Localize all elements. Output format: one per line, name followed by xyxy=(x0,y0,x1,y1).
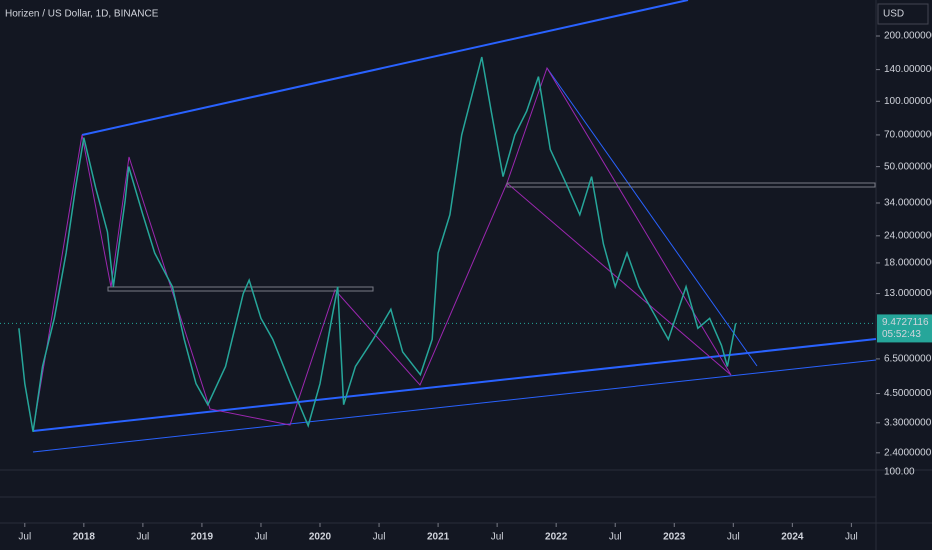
trend-line xyxy=(32,359,877,453)
zone-box xyxy=(107,286,374,292)
x-tick-label: Jul xyxy=(727,532,740,543)
x-tick-label: 2020 xyxy=(309,532,332,543)
y-tick-label: 2.4000000 xyxy=(884,447,932,458)
pattern-line xyxy=(32,66,732,432)
y-tick-label: 100.0000000 xyxy=(884,96,932,107)
price-line xyxy=(18,56,737,432)
y-tick-label: 140.0000000 xyxy=(884,64,932,75)
y-tick-label: 13.0000000 xyxy=(884,288,932,299)
trend-line xyxy=(32,338,877,432)
trend-line xyxy=(546,67,758,367)
x-tick-label: 2021 xyxy=(427,532,450,543)
x-tick-label: Jul xyxy=(255,532,268,543)
y-tick-label: 34.0000000 xyxy=(884,198,932,209)
x-tick-label: Jul xyxy=(491,532,504,543)
y-tick-label: 4.5000000 xyxy=(884,388,932,399)
volume-tick-label: 100.00 xyxy=(884,467,915,478)
last-price-label: 9.4727116 xyxy=(882,317,929,328)
x-tick-label: 2023 xyxy=(663,532,686,543)
zone-box xyxy=(506,182,876,188)
x-tick-label: Jul xyxy=(373,532,386,543)
y-tick-label: 24.0000000 xyxy=(884,230,932,241)
x-tick-label: 2024 xyxy=(781,532,804,543)
x-tick-label: Jul xyxy=(18,532,31,543)
x-tick-label: Jul xyxy=(845,532,858,543)
currency-label: USD xyxy=(883,9,904,20)
chart-title: Horizen / US Dollar, 1D, BINANCE xyxy=(5,9,159,20)
y-tick-label: 200.0000000 xyxy=(884,31,932,42)
last-price-box xyxy=(877,314,932,343)
currency-box xyxy=(877,3,929,25)
y-tick-label: 50.0000000 xyxy=(884,161,932,172)
y-tick-label: 3.3000000 xyxy=(884,417,932,428)
x-tick-label: 2018 xyxy=(73,532,96,543)
x-tick-label: 2022 xyxy=(545,532,568,543)
y-tick-label: 70.0000000 xyxy=(884,130,932,141)
x-tick-label: 2019 xyxy=(191,532,214,543)
drawings xyxy=(32,0,877,453)
countdown-label: 05:52:43 xyxy=(882,329,921,340)
y-tick-label: 6.5000000 xyxy=(884,354,932,365)
pattern-line xyxy=(506,182,732,376)
trend-line xyxy=(81,0,689,136)
x-tick-label: Jul xyxy=(609,532,622,543)
x-tick-label: Jul xyxy=(136,532,149,543)
y-tick-label: 18.0000000 xyxy=(884,258,932,269)
